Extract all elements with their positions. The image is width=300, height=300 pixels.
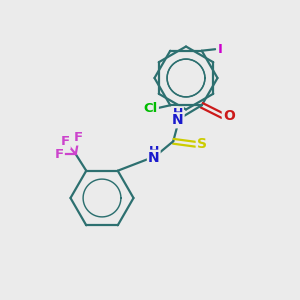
Text: N: N [148, 151, 160, 165]
Text: I: I [217, 43, 222, 56]
Text: O: O [223, 109, 235, 123]
Text: S: S [197, 137, 207, 151]
Text: Cl: Cl [144, 102, 158, 115]
Text: F: F [74, 131, 83, 145]
Text: H: H [148, 145, 159, 158]
Text: F: F [55, 148, 64, 161]
Text: F: F [61, 135, 70, 148]
Text: H: H [172, 107, 183, 120]
Text: N: N [172, 113, 184, 127]
